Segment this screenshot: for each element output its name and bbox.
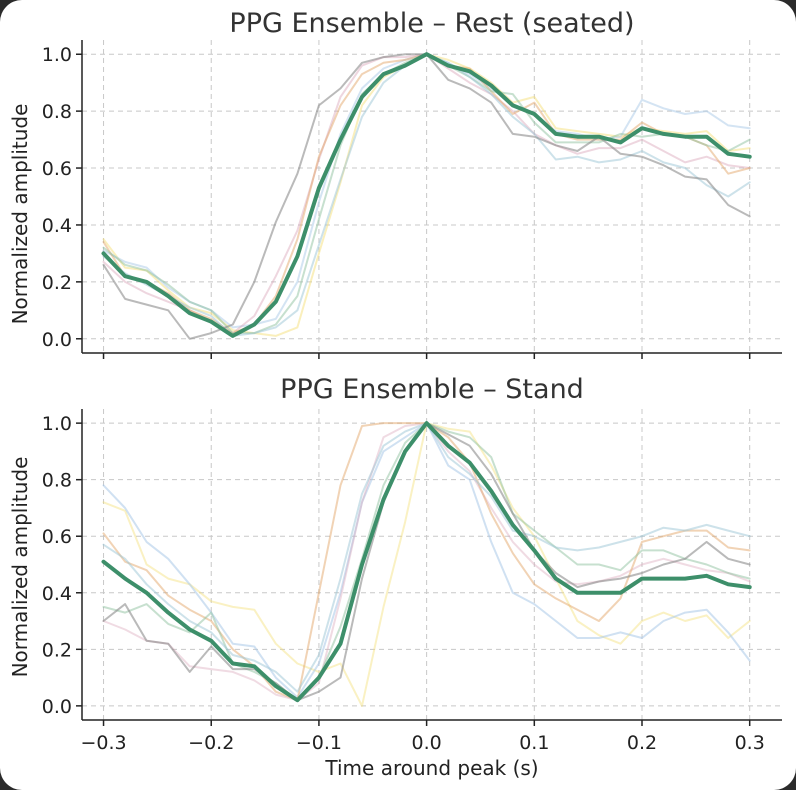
rest-ytick-label-0: 0.0 — [42, 329, 72, 351]
stand-xtick-label-1: −0.2 — [188, 732, 234, 754]
stand-panel-title: PPG Ensemble – Stand — [280, 374, 584, 405]
stand-xtick-label-3: 0.0 — [412, 732, 442, 754]
stand-y-ticks: 0.0 0.2 0.4 0.6 0.8 1.0 — [42, 413, 82, 718]
stand-x-ticks: −0.3 −0.2 −0.1 0.0 0.1 0.2 0.3 — [80, 720, 765, 754]
rest-ytick-label-4: 0.8 — [42, 101, 72, 123]
stand-series — [101, 421, 752, 707]
rest-x-ticks — [102, 353, 751, 359]
stand-ytick-label-1: 0.2 — [42, 639, 72, 661]
rest-series — [101, 52, 752, 340]
rest-grid — [82, 40, 782, 353]
rest-ytick-label-5: 1.0 — [42, 44, 72, 66]
rest-axes — [81, 40, 782, 354]
rest-y-axis-label: Normalized amplitude — [8, 104, 32, 325]
stand-axes — [81, 409, 782, 721]
stand-xtick-label-2: −0.1 — [296, 732, 342, 754]
rest-ytick-label-3: 0.6 — [42, 158, 72, 180]
stand-xtick-label-6: 0.3 — [735, 732, 765, 754]
rest-panel: PPG Ensemble – Rest (seated) 0.00.20.40.… — [8, 8, 782, 359]
stand-ytick-label-5: 1.0 — [42, 413, 72, 435]
stand-ytick-label-2: 0.4 — [42, 583, 72, 605]
stand-xtick-label-4: 0.1 — [519, 732, 549, 754]
rest-ytick-label-2: 0.4 — [42, 215, 72, 237]
stand-y-axis-label: Normalized amplitude — [8, 457, 32, 678]
stand-panel: PPG Ensemble – Stand 0.00.20.40.60.81.0 … — [8, 374, 782, 780]
rest-panel-title: PPG Ensemble – Rest (seated) — [229, 8, 634, 39]
rest-series-mean — [101, 52, 752, 338]
stand-grid — [82, 409, 782, 720]
stand-series-mean — [101, 421, 752, 703]
stand-x-axis-label: Time around peak (s) — [324, 756, 538, 780]
stand-xtick-label-0: −0.3 — [80, 732, 126, 754]
rest-ytick-label-1: 0.2 — [42, 272, 72, 294]
rest-y-ticks: 0.0 0.2 0.4 0.6 0.8 1.0 — [42, 44, 82, 351]
stand-ytick-label-3: 0.6 — [42, 526, 72, 548]
stand-ytick-label-4: 0.8 — [42, 470, 72, 492]
stand-ytick-label-0: 0.0 — [42, 696, 72, 718]
stand-xtick-label-5: 0.2 — [627, 732, 657, 754]
